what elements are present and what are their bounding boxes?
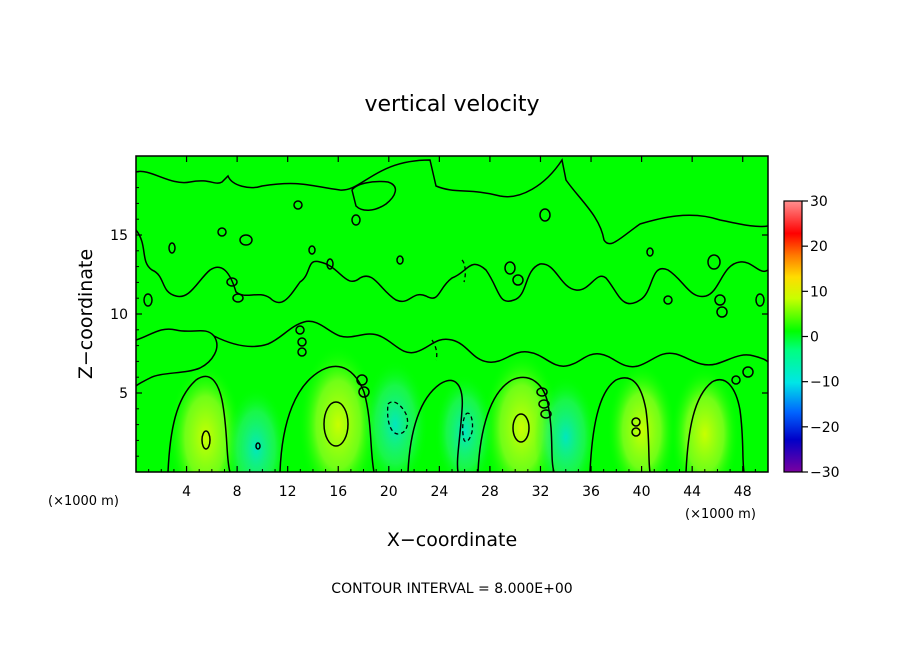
downdraft-region: [362, 359, 429, 472]
colorbar-tick-label: −30: [810, 465, 840, 481]
x-tick-label: 4: [182, 484, 191, 500]
x-axis-ticks: 4 8 12 16 20 24 28 32 36 40 44 48: [148, 156, 756, 500]
downdraft-region: [434, 373, 495, 472]
contour-lines: [136, 158, 768, 472]
negative-contours: [386, 259, 474, 443]
downdraft-region: [534, 375, 598, 472]
contour-interval-note: CONTOUR INTERVAL = 8.000E+00: [331, 581, 572, 597]
colorbar-tick-label: 20: [810, 239, 828, 255]
colorbar-tick-label: 30: [810, 194, 828, 210]
x-tick-label: 20: [380, 484, 398, 500]
colorbar-tick-label: −20: [810, 420, 840, 436]
colorbar: 30 20 10 0 −10 −20 −30: [783, 194, 840, 481]
x-tick-label: 36: [582, 484, 600, 500]
colorbar-scale: [783, 200, 803, 473]
x-tick-label: 16: [329, 484, 347, 500]
x-tick-label: 24: [430, 484, 448, 500]
y-axis-label: Z−coordinate: [75, 249, 97, 379]
plot-area: [136, 156, 768, 472]
x-tick-label: 44: [683, 484, 701, 500]
y-tick-label: 10: [110, 307, 128, 323]
x-tick-label: 8: [233, 484, 242, 500]
x-axis-label: X−coordinate: [387, 529, 517, 551]
y-axis-unit: (×1000 m): [48, 494, 119, 509]
x-tick-label: 32: [532, 484, 550, 500]
updraft-region: [607, 362, 676, 472]
y-tick-label: 15: [110, 228, 128, 244]
chart-title: vertical velocity: [364, 92, 539, 117]
x-tick-label: 48: [734, 484, 752, 500]
colorbar-tick-label: 0: [810, 330, 819, 346]
y-axis-ticks: 5 10 15: [110, 171, 768, 457]
colorbar-ticks: 30 20 10 0 −10 −20 −30: [802, 194, 840, 481]
downdraft-region: [224, 386, 288, 472]
colorbar-tick-label: −10: [810, 375, 840, 391]
x-tick-label: 28: [481, 484, 499, 500]
y-tick-label: 5: [119, 386, 128, 402]
x-tick-label: 40: [633, 484, 651, 500]
colorbar-tick-label: 10: [810, 284, 828, 300]
updraft-region: [670, 366, 740, 472]
x-axis-unit: (×1000 m): [685, 507, 756, 522]
x-tick-label: 12: [279, 484, 297, 500]
